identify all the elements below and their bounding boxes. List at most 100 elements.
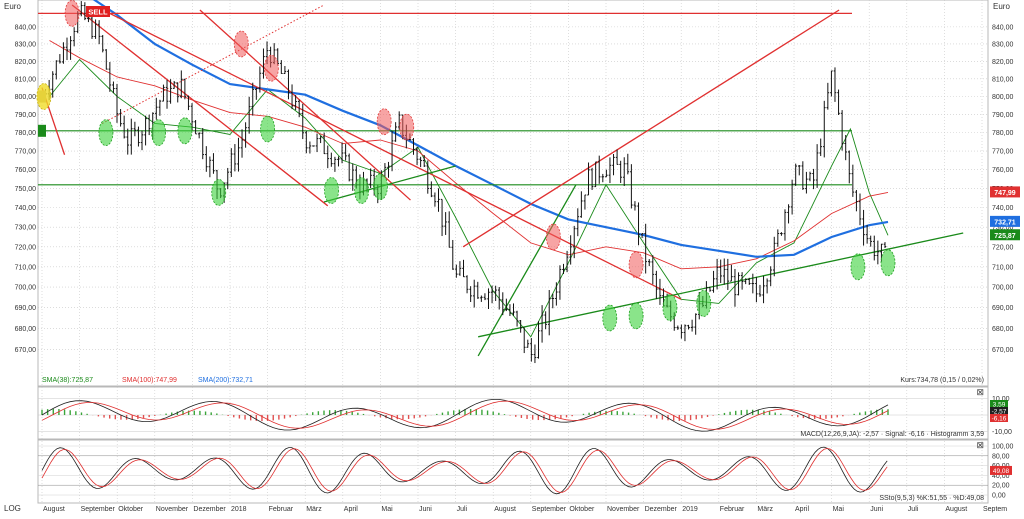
- macd-close-icon[interactable]: ⊠: [976, 387, 984, 397]
- y-tick-label: 750,00: [15, 186, 37, 193]
- macd-tick-label: -10,00: [992, 429, 1012, 436]
- stoch-panel-frame: [37, 439, 989, 504]
- y-tick-label: 810,00: [15, 76, 37, 83]
- y-tick-label: 820,00: [15, 59, 37, 66]
- marker-layer: [36, 0, 896, 332]
- x-tick-label: August: [43, 506, 65, 513]
- x-tick-label: März: [757, 506, 773, 513]
- trend-line: [109, 12, 682, 300]
- y-tick-label: 840,00: [992, 24, 1014, 31]
- x-tick-label: Februar: [269, 506, 294, 513]
- y-tick-label: 800,00: [15, 94, 37, 101]
- price-badge: [990, 229, 1020, 241]
- y-tick-label: 680,00: [15, 326, 37, 333]
- red-highlight-marker: [376, 108, 392, 136]
- y-tick-label: 670,00: [15, 347, 37, 354]
- legend-macd: MACD(12,26,9,JA): -2,57 · Signal: -6,16 …: [800, 431, 984, 438]
- grid-layer: [38, 0, 988, 503]
- y-tick-label: 780,00: [15, 130, 37, 137]
- green-highlight-marker: [372, 173, 388, 201]
- price-legend: SMA(38):725,87 SMA(100):747,99 SMA(200):…: [42, 377, 984, 384]
- sell-signal-flag: [86, 6, 110, 17]
- x-tick-label: September: [81, 506, 116, 513]
- green-highlight-marker: [324, 177, 339, 204]
- red-highlight-marker: [233, 30, 249, 58]
- trend-line: [462, 9, 840, 248]
- legend-kurs: Kurs:734,78 (0,15 / 0,02%): [900, 377, 984, 384]
- overlay-layer: [38, 4, 964, 357]
- x-tick-label: November: [607, 506, 640, 513]
- stoch-tick-label: 100,00: [992, 444, 1014, 451]
- price-badge: [990, 186, 1020, 198]
- trend-line: [477, 184, 577, 357]
- macd-panel-frame: [37, 386, 989, 440]
- red-highlight-marker: [545, 223, 561, 251]
- x-tick-label: November: [156, 506, 189, 513]
- x-tick-label: Oktober: [569, 506, 595, 513]
- green-highlight-marker: [850, 253, 866, 281]
- macd-badge-value: 3,59: [993, 402, 1006, 409]
- left-level-badge: [38, 90, 46, 103]
- x-tick-label: Februar: [720, 506, 745, 513]
- stoch-k-line: [41, 446, 888, 495]
- x-tick-label: Dezember: [645, 506, 678, 513]
- y-tick-label: 800,00: [992, 94, 1014, 101]
- macd-signal-line: [41, 400, 889, 430]
- y-tick-label: 810,00: [992, 76, 1014, 83]
- macd-badge: [990, 414, 1008, 422]
- stoch-tick-label: 0,00: [992, 493, 1006, 500]
- stoch-badge-value: 49,08: [993, 468, 1010, 475]
- legend-sma100: SMA(100):747,99: [122, 377, 177, 384]
- x-tick-label: 2019: [682, 506, 698, 513]
- y-tick-label: 840,00: [15, 24, 37, 31]
- y-tick-label: 690,00: [992, 305, 1014, 312]
- trend-line: [323, 165, 456, 203]
- green-highlight-marker: [602, 304, 618, 332]
- green-highlight-marker: [662, 294, 678, 321]
- macd-badge-value: -6,16: [992, 416, 1007, 423]
- currency-label-left: Euro: [4, 2, 21, 11]
- y-tick-label: 730,00: [992, 225, 1014, 232]
- legend-stoch: SSto(9,5,3) %K:51,55 · %D:49,08: [879, 495, 984, 502]
- x-tick-label: Septem: [983, 506, 1007, 513]
- green-highlight-marker: [211, 179, 227, 206]
- red-highlight-marker: [263, 54, 279, 82]
- y-tick-label: 720,00: [992, 244, 1014, 251]
- y-tick-label: 710,00: [992, 264, 1014, 271]
- x-tick-label: Mai: [833, 506, 845, 513]
- green-highlight-marker: [151, 119, 166, 147]
- y-tick-label: 760,00: [15, 167, 37, 174]
- macd-badge-value: -2,57: [992, 409, 1007, 416]
- x-tick-label: März: [306, 506, 322, 513]
- legend-sma38: SMA(38):725,87: [42, 377, 93, 384]
- axis-layer: 670,00 670,00 680,00 680,00 690,00 690,00 700,…: [15, 24, 1014, 513]
- stoch-tick-label: 80,00: [992, 453, 1010, 460]
- x-tick-label: August: [945, 506, 967, 513]
- green-highlight-marker: [354, 177, 370, 204]
- x-tick-label: September: [532, 506, 567, 513]
- badge-layer: 747,99 732,71 725,87: [38, 90, 1020, 241]
- green-highlight-marker: [98, 119, 114, 147]
- price-badge-value: 732,71: [994, 219, 1016, 226]
- y-tick-label: 770,00: [15, 149, 37, 156]
- y-tick-label: 710,00: [15, 264, 37, 271]
- macd-badge: [990, 407, 1008, 415]
- y-tick-label: 790,00: [992, 112, 1014, 119]
- log-scale-toggle[interactable]: LOG: [4, 504, 21, 513]
- y-tick-label: 680,00: [992, 326, 1014, 333]
- y-tick-label: 720,00: [15, 244, 37, 251]
- price-badge: [990, 215, 1020, 227]
- stoch-close-icon[interactable]: ⊠: [976, 440, 984, 450]
- trend-line: [478, 232, 964, 338]
- y-tick-label: 760,00: [992, 167, 1014, 174]
- y-tick-label: 770,00: [992, 149, 1014, 156]
- price-panel-frame: [37, 0, 989, 387]
- y-tick-label: 830,00: [15, 41, 37, 48]
- stoch-d-line: [41, 448, 888, 493]
- y-tick-label: 740,00: [15, 205, 37, 212]
- x-tick-label: April: [344, 506, 358, 513]
- x-tick-label: April: [795, 506, 809, 513]
- x-tick-label: Oktober: [118, 506, 144, 513]
